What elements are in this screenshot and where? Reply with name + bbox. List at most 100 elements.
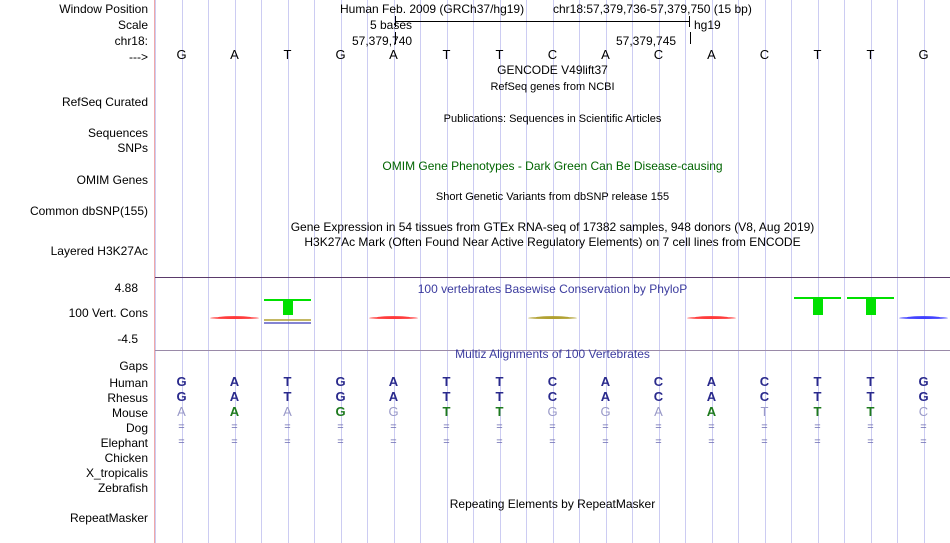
base-cell: = (178, 436, 185, 448)
conservation-bottom-rule (155, 350, 950, 351)
base-cell: A (230, 47, 239, 62)
label-cons-title[interactable]: 100 Vert. Cons (68, 306, 148, 320)
label-sequences[interactable]: Sequences (87, 126, 148, 140)
phylop-bar-core-1 (218, 316, 251, 320)
label-omim-genes[interactable]: OMIM Genes (76, 173, 148, 187)
base-cell: = (814, 421, 821, 433)
gridline (924, 0, 925, 543)
base-cell: C (653, 47, 664, 62)
label-cons-max: 4.88 (114, 281, 138, 295)
base-cell: G (918, 47, 929, 62)
gridline (818, 0, 819, 543)
label-species-human[interactable]: Human (109, 376, 148, 390)
base-cell: T (283, 47, 292, 62)
base-cell: T (813, 374, 822, 389)
base-cell: = (390, 436, 397, 448)
base-cell: A (229, 389, 240, 404)
base-cell: T (495, 389, 504, 404)
base-cell: = (761, 436, 768, 448)
base-cell: = (655, 421, 662, 433)
track-image-area[interactable]: GENCODE V49lift37 RefSeq genes from NCBI… (155, 0, 950, 543)
label-species-zebrafish[interactable]: Zebrafish (97, 481, 148, 495)
label-species-x-tropicalis[interactable]: X_tropicalis (85, 466, 148, 480)
label-species-chicken[interactable]: Chicken (104, 451, 148, 465)
label-species-rhesus[interactable]: Rhesus (107, 391, 148, 405)
phylop-bar-core-10 (695, 316, 728, 320)
base-cell: G (335, 374, 346, 389)
gridline (155, 0, 156, 543)
position-tick-left (394, 32, 396, 44)
gridline (500, 0, 501, 543)
base-cell: = (549, 421, 556, 433)
base-cell: = (337, 436, 344, 448)
scale-bar (394, 16, 690, 27)
track-title-repeatmasker[interactable]: Repeating Elements by RepeatMasker (449, 497, 656, 511)
track-title-publications[interactable]: Publications: Sequences in Scientific Ar… (443, 113, 662, 125)
gridline (553, 0, 554, 543)
track-title-gtex[interactable]: Gene Expression in 54 tissues from GTEx … (290, 220, 815, 234)
scale-bar-tick-right (688, 16, 690, 27)
base-cell: C (759, 47, 770, 62)
base-cell: T (813, 404, 822, 419)
base-cell: = (867, 436, 874, 448)
label-layered-h3k27ac[interactable]: Layered H3K27Ac (50, 244, 148, 258)
base-cell: T (442, 389, 451, 404)
base-cell: A (283, 404, 292, 419)
gridline (712, 0, 713, 543)
gridline (791, 0, 792, 543)
label-snps[interactable]: SNPs (117, 141, 148, 155)
species-row-x-tropicalis (155, 465, 950, 479)
base-cell: T (866, 404, 875, 419)
base-cell: = (920, 436, 927, 448)
base-cell: A (706, 389, 717, 404)
base-cell: T (495, 374, 504, 389)
base-cell: C (759, 389, 770, 404)
phylop-cap-2 (264, 299, 311, 302)
phylop-cap-13 (847, 297, 894, 300)
base-cell: C (653, 374, 664, 389)
phylop-shadow-blue (264, 322, 311, 325)
gridline (632, 0, 633, 543)
gridline (447, 0, 448, 543)
track-title-phylop[interactable]: 100 vertebrates Basewise Conservation by… (417, 282, 688, 296)
species-row-chicken (155, 450, 950, 464)
label-strand-arrow: ---> (129, 50, 148, 64)
base-cell: A (600, 389, 611, 404)
base-cell: = (655, 436, 662, 448)
track-title-multiz[interactable]: Multiz Alignments of 100 Vertebrates (455, 347, 650, 361)
label-cons-min: -4.5 (117, 332, 138, 346)
track-title-h3k27ac[interactable]: H3K27Ac Mark (Often Found Near Active Re… (304, 235, 801, 249)
base-cell: G (176, 47, 187, 62)
base-cell: = (496, 421, 503, 433)
base-cell: T (283, 374, 292, 389)
label-species-elephant[interactable]: Elephant (100, 436, 148, 450)
gridline (844, 0, 845, 543)
base-cell: = (231, 421, 238, 433)
label-repeatmasker[interactable]: RepeatMasker (69, 511, 148, 525)
label-refseq-curated[interactable]: RefSeq Curated (61, 95, 148, 109)
label-window-position: Window Position (59, 2, 148, 16)
gridline (420, 0, 421, 543)
base-cell: G (918, 389, 929, 404)
gridline (288, 0, 289, 543)
header-assembly-title: Human Feb. 2009 (GRCh37/hg19) (340, 2, 525, 16)
base-cell: G (600, 404, 611, 419)
track-title-dbsnp[interactable]: Short Genetic Variants from dbSNP releas… (435, 191, 670, 203)
track-title-refseq-ncbi[interactable]: RefSeq genes from NCBI (490, 81, 615, 93)
label-species-dog[interactable]: Dog (125, 421, 148, 435)
base-cell: C (547, 389, 558, 404)
base-cell: T (866, 389, 875, 404)
base-cell: T (813, 47, 822, 62)
base-cell: T (760, 404, 769, 419)
label-common-dbsnp[interactable]: Common dbSNP(155) (29, 204, 148, 218)
track-title-omim[interactable]: OMIM Gene Phenotypes - Dark Green Can Be… (382, 159, 723, 173)
gridline (367, 0, 368, 543)
base-cell: A (177, 404, 186, 419)
label-species-mouse[interactable]: Mouse (111, 406, 148, 420)
track-title-gencode[interactable]: GENCODE V49lift37 (497, 63, 608, 77)
base-cell: = (390, 421, 397, 433)
species-row-elephant: = = = = = = = = = = = = = = = (155, 435, 950, 449)
